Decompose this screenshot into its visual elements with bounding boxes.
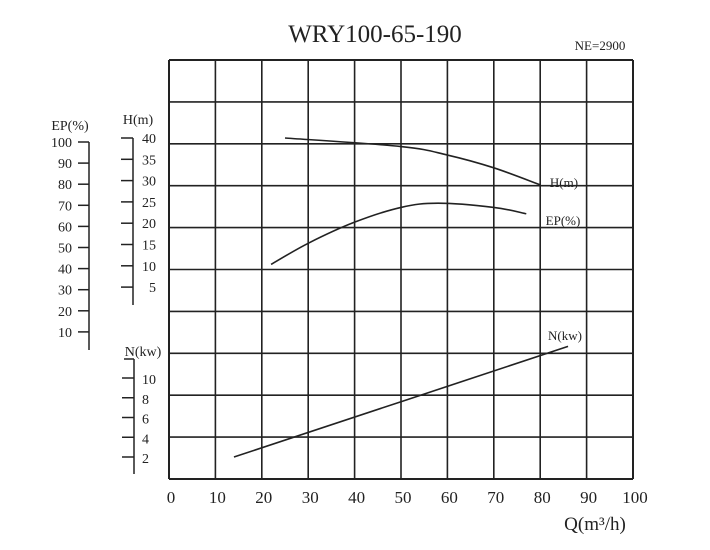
curve-ep	[270, 202, 527, 266]
ep-tick-label: 70	[58, 199, 72, 214]
y-axes: EP(%)100908070605040302010H(m)4035302520…	[51, 113, 162, 474]
ep-tick-label: 10	[58, 326, 72, 341]
ep-tick-label: 60	[58, 220, 72, 235]
curves	[233, 137, 569, 458]
x-axis-ticks: 0 10 20 30 40 50 60 70 80 90 100	[167, 488, 648, 507]
h-tick-label: 5	[149, 281, 156, 296]
grid	[168, 59, 634, 480]
series-label-h: H(m)	[550, 175, 578, 190]
h-axis-label: H(m)	[123, 113, 154, 128]
ep-tick-label: 90	[58, 157, 72, 172]
n-tick-label: 4	[142, 432, 149, 447]
ep-axis-label: EP(%)	[51, 119, 89, 134]
h-tick-label: 25	[142, 196, 156, 211]
x-tick-label: 0	[167, 488, 176, 507]
x-tick-label: 80	[534, 488, 551, 507]
n-tick-label: 10	[142, 373, 156, 388]
n-tick-label: 8	[142, 393, 149, 408]
ep-tick-label: 100	[51, 136, 72, 151]
chart-title: WRY100-65-190	[288, 21, 462, 48]
n-tick-label: 2	[142, 452, 149, 467]
h-tick-label: 10	[142, 260, 156, 275]
x-tick-label: 30	[302, 488, 319, 507]
ep-tick-label: 20	[58, 305, 72, 320]
x-tick-label: 100	[622, 488, 648, 507]
x-tick-label: 10	[209, 488, 226, 507]
x-tick-label: 70	[487, 488, 504, 507]
x-tick-label: 90	[580, 488, 597, 507]
x-tick-label: 60	[441, 488, 458, 507]
h-tick-label: 35	[142, 153, 156, 168]
ep-tick-label: 30	[58, 284, 72, 299]
ep-tick-label: 40	[58, 263, 72, 278]
h-tick-label: 40	[142, 132, 156, 147]
series-label-ep: EP(%)	[546, 213, 581, 228]
ep-tick-label: 50	[58, 242, 72, 257]
h-tick-label: 30	[142, 175, 156, 190]
h-tick-label: 15	[142, 239, 156, 254]
curve-h	[284, 137, 541, 186]
n-tick-label: 6	[142, 413, 149, 428]
speed-label: NE=2900	[575, 38, 626, 53]
h-tick-label: 20	[142, 217, 156, 232]
x-tick-label: 20	[255, 488, 272, 507]
x-axis-label: Q(m³/h)	[564, 514, 626, 535]
curve-n	[233, 345, 569, 458]
n-axis-label: N(kw)	[125, 345, 162, 360]
ep-tick-label: 80	[58, 178, 72, 193]
x-tick-label: 40	[348, 488, 365, 507]
x-tick-label: 50	[395, 488, 412, 507]
series-label-n: N(kw)	[548, 328, 582, 343]
